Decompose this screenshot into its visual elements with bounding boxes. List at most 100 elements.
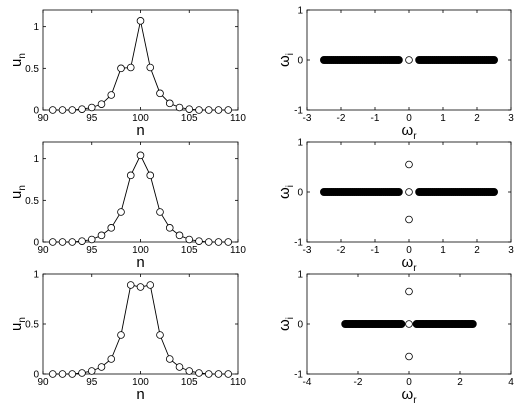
data-point — [405, 352, 413, 361]
data-point — [185, 105, 194, 113]
x-axis-label: ωr — [401, 254, 417, 274]
data-point — [165, 224, 174, 232]
y-axis-label-sub: n — [17, 53, 28, 59]
x-tick-label: 105 — [181, 377, 198, 388]
series-line — [52, 20, 229, 111]
data-point — [195, 106, 203, 114]
x-tick-label: 0 — [406, 245, 412, 256]
data-point — [146, 171, 155, 180]
y-tick-label: -1 — [294, 238, 303, 249]
data-point — [48, 106, 57, 114]
data-point — [117, 208, 125, 216]
x-tick-label: 95 — [86, 245, 98, 256]
x-axis-label-sub: r — [413, 263, 417, 274]
y-tick-label: 0 — [33, 370, 39, 381]
data-point — [165, 99, 174, 108]
y-tick-label: -1 — [294, 106, 303, 117]
y-tick-label: 0 — [297, 56, 303, 67]
y-axis-label-main: ω — [276, 319, 293, 331]
y-axis-label: ωi — [276, 53, 296, 67]
data-point — [214, 370, 223, 378]
data-point-filled — [394, 56, 403, 65]
y-axis-label-main: u — [8, 323, 25, 331]
y-axis-label-sub: n — [17, 317, 28, 323]
series-line — [52, 284, 229, 375]
x-tick-label: 90 — [37, 113, 49, 124]
x-axis-label: ωr — [401, 386, 417, 406]
data-point — [58, 370, 67, 378]
data-point — [195, 237, 203, 245]
data-point — [156, 331, 164, 339]
y-axis-label: un — [8, 53, 28, 67]
y-tick-label: 1 — [33, 22, 39, 33]
x-tick-label: 100 — [132, 377, 149, 388]
x-tick-label: 3 — [508, 245, 514, 256]
data-point — [156, 208, 164, 216]
x-tick-label: 3 — [508, 113, 514, 124]
data-point — [146, 63, 155, 72]
y-tick-label: 0 — [33, 238, 39, 249]
data-point — [136, 151, 145, 160]
data-point — [58, 238, 67, 246]
data-point — [68, 238, 77, 246]
x-axis-label-main: ω — [401, 254, 413, 271]
data-point — [48, 370, 57, 378]
data-point — [48, 238, 57, 246]
data-point — [156, 89, 164, 98]
data-point — [126, 281, 135, 289]
y-axis-label-main: u — [8, 59, 25, 67]
data-point — [204, 370, 213, 378]
data-point — [405, 188, 413, 196]
data-point — [175, 363, 184, 371]
data-point-filled — [397, 319, 406, 328]
y-axis-label: ωi — [276, 185, 296, 199]
x-tick-label: 105 — [181, 245, 198, 256]
y-tick-label: 0 — [297, 320, 303, 331]
x-tick-label: 100 — [132, 245, 149, 256]
data-point — [214, 106, 223, 114]
x-tick-label: 110 — [230, 377, 246, 388]
x-tick-label: 2 — [457, 377, 463, 388]
x-tick-label: 105 — [181, 113, 198, 124]
y-axis-label: ωi — [276, 317, 296, 331]
data-point — [78, 237, 86, 245]
data-point — [195, 369, 203, 377]
data-point — [165, 355, 174, 363]
data-point — [78, 369, 86, 377]
x-tick-label: -1 — [371, 113, 380, 124]
x-tick-label: 1 — [440, 113, 446, 124]
x-tick-label: -2 — [354, 377, 363, 388]
data-point — [224, 370, 233, 378]
y-axis-label-main: ω — [276, 55, 293, 67]
data-point — [58, 106, 67, 114]
data-point — [405, 320, 413, 328]
data-point — [136, 17, 145, 25]
y-tick-label: 0.5 — [25, 320, 39, 331]
data-point — [117, 64, 125, 73]
x-tick-label: -1 — [371, 245, 380, 256]
data-point — [224, 238, 233, 246]
data-point — [405, 287, 413, 296]
data-point — [68, 106, 77, 114]
x-tick-label: -2 — [337, 113, 346, 124]
y-axis-label-sub: n — [17, 185, 28, 191]
x-tick-label: 110 — [230, 113, 246, 124]
data-point — [97, 231, 106, 240]
data-point-filled — [394, 187, 403, 196]
y-tick-label: 0 — [297, 188, 303, 199]
x-tick-label: 2 — [474, 113, 480, 124]
y-tick-label: 0 — [33, 106, 39, 117]
x-tick-label: 0 — [406, 113, 412, 124]
data-point — [117, 331, 125, 339]
x-axis-label-main: ω — [401, 386, 413, 403]
data-point — [87, 235, 96, 244]
data-point — [107, 224, 116, 232]
y-tick-label: 1 — [33, 154, 39, 165]
y-tick-label: 0.5 — [25, 64, 39, 75]
data-point — [224, 106, 233, 114]
data-point — [107, 355, 116, 363]
x-tick-label: 4 — [508, 377, 514, 388]
x-tick-label: 90 — [37, 245, 49, 256]
